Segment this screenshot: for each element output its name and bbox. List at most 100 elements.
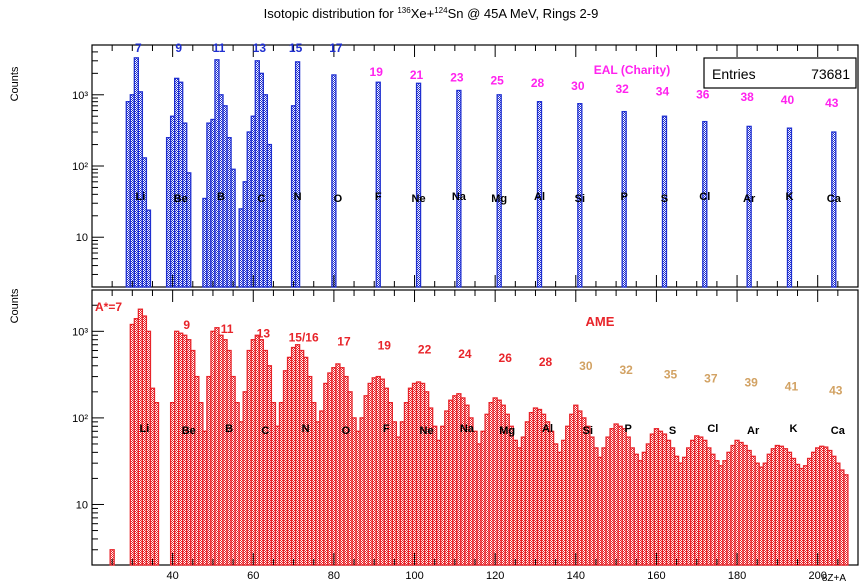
- top-element-label: Ca: [827, 193, 842, 205]
- bottom-xtick-label: 60: [247, 570, 259, 582]
- top-element-label: Li: [135, 191, 145, 203]
- bottom-mass-label: 24: [458, 347, 472, 361]
- top-mass-label: 36: [696, 87, 710, 101]
- bottom-xtick-label: 80: [328, 570, 340, 582]
- stats-box: Entries 73681: [703, 57, 857, 89]
- top-element-label: O: [334, 193, 343, 205]
- top-mass-label: 28: [531, 76, 545, 90]
- bottom-element-label: Si: [583, 425, 593, 437]
- top-mass-label: 19: [370, 65, 384, 79]
- bottom-ytick-label: 10: [76, 499, 88, 511]
- top-mass-label: 30: [571, 79, 585, 93]
- bottom-xtick-label: 100: [405, 570, 423, 582]
- top-bar: [266, 143, 273, 288]
- top-bar: [375, 81, 381, 288]
- bottom-xtick-label: 120: [486, 570, 504, 582]
- bottom-xtick-label: 200: [809, 570, 827, 582]
- bottom-panel: 10 10² 10³ 40 60 80 100 120 140 160 180 200 Li A*=7 Be…: [72, 289, 859, 582]
- top-ytick-label: 10³: [72, 90, 88, 102]
- bottom-xtick-label: 140: [567, 570, 585, 582]
- top-bar: [496, 94, 502, 288]
- top-ytick-label: 10²: [72, 161, 88, 173]
- top-element-label: C: [257, 193, 265, 205]
- title-pre: Isotopic distribution for: [264, 6, 398, 21]
- top-bar: [186, 172, 192, 288]
- top-mass-label: 13: [253, 41, 267, 55]
- top-mass-label: 23: [450, 71, 464, 85]
- bottom-xtick-label: 180: [728, 570, 746, 582]
- top-element-label: F: [375, 191, 382, 203]
- bottom-element-label: Ne: [420, 425, 434, 437]
- top-mass-label: 38: [740, 90, 754, 104]
- bottom-mass-label: 35: [664, 367, 678, 381]
- bottom-element-label: Cl: [707, 423, 718, 435]
- bottom-mass-label: 17: [337, 335, 351, 349]
- bottom-mass-label: 22: [418, 343, 432, 357]
- top-element-label: K: [785, 191, 793, 203]
- bottom-ytick-label: 10²: [72, 413, 88, 425]
- top-element-label: S: [661, 193, 668, 205]
- top-bar: [145, 209, 152, 288]
- bottom-mass-label: 39: [744, 376, 758, 390]
- top-mass-label: 40: [781, 93, 795, 107]
- bottom-mass-label: A*=7: [95, 300, 122, 314]
- title-post: Sn @ 45A MeV, Rings 2-9: [448, 6, 599, 21]
- bottom-model-label: AME: [586, 314, 615, 329]
- title-mid1: Xe+: [411, 6, 435, 21]
- top-bar: [831, 131, 837, 288]
- bottom-element-label: K: [789, 423, 797, 435]
- top-bar: [746, 125, 752, 288]
- bottom-element-label: Mg: [499, 425, 515, 437]
- bottom-mass-label: 32: [619, 363, 633, 377]
- stats-entries-label: Entries: [712, 66, 756, 82]
- bottom-element-label: O: [342, 425, 351, 437]
- bottom-xtick-label: 40: [167, 570, 179, 582]
- bottom-mass-label: 43: [829, 384, 843, 398]
- top-mass-label: 34: [656, 85, 670, 99]
- top-mass-label: 9: [175, 41, 182, 55]
- top-bar: [230, 168, 236, 288]
- top-mass-label: 7: [135, 41, 142, 55]
- title-sup2: 124: [434, 6, 448, 15]
- top-element-label: Al: [534, 191, 545, 203]
- top-mass-label: 32: [615, 82, 629, 96]
- bottom-element-label: Li: [139, 423, 149, 435]
- bottom-mass-label: 11: [221, 322, 234, 336]
- top-element-label: Ne: [412, 193, 426, 205]
- stats-entries-value: 73681: [811, 66, 850, 82]
- top-bar: [536, 101, 543, 288]
- top-element-label: Mg: [491, 193, 507, 205]
- top-element-label: Na: [452, 191, 467, 203]
- bottom-element-label: Be: [182, 425, 196, 437]
- top-bar: [621, 110, 627, 288]
- top-element-label: N: [294, 191, 302, 203]
- bottom-element-label: C: [261, 425, 269, 437]
- bottom-element-label: P: [624, 423, 631, 435]
- bottom-element-label: Ar: [747, 425, 760, 437]
- bottom-xlabel: 8Z+A: [822, 573, 847, 584]
- bottom-mass-label: 9: [183, 318, 190, 332]
- bottom-element-label: N: [302, 423, 310, 435]
- bottom-ylabel: Counts: [9, 288, 21, 323]
- top-bar: [294, 61, 301, 288]
- top-mass-label: 25: [491, 73, 505, 87]
- bottom-mass-label: 41: [785, 380, 799, 394]
- bottom-mass-label: 19: [378, 339, 392, 353]
- bottom-mass-label: 15/16: [289, 330, 319, 344]
- top-bar: [702, 120, 708, 288]
- bottom-xtick-label: 160: [647, 570, 665, 582]
- top-element-label: Be: [174, 193, 188, 205]
- top-ytick-label: 10: [76, 232, 88, 244]
- bottom-bar: [153, 401, 160, 566]
- bottom-ytick-label: 10³: [72, 326, 88, 338]
- top-mass-label: 21: [410, 68, 424, 82]
- bottom-element-label: B: [225, 423, 233, 435]
- top-bar: [415, 82, 422, 288]
- figure-title: Isotopic distribution for 136Xe+124Sn @ …: [264, 6, 599, 21]
- top-element-label: Si: [575, 193, 585, 205]
- top-model-label: EAL (Charity): [594, 63, 670, 77]
- title-sup1: 136: [397, 6, 411, 15]
- top-mass-label: 11: [213, 41, 226, 55]
- top-bar: [786, 127, 793, 288]
- bottom-mass-label: 30: [579, 359, 593, 373]
